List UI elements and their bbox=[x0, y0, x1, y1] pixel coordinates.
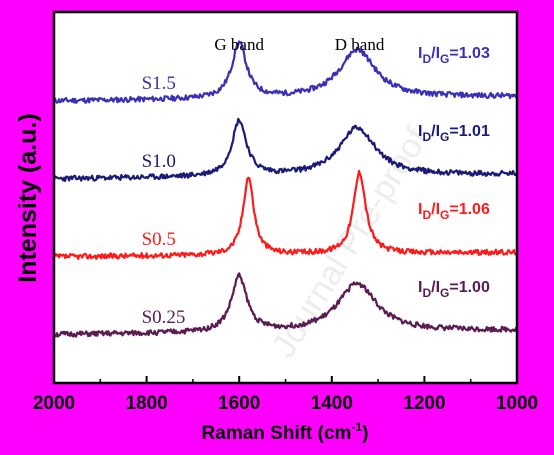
series-line-S1_0 bbox=[52, 117, 518, 182]
series-label: S0.5 bbox=[142, 229, 176, 250]
x-tick-label: 2000 bbox=[33, 393, 75, 414]
band-label: G band bbox=[214, 35, 264, 54]
series-line-S1_5 bbox=[53, 40, 518, 104]
x-axis-label-main: Raman Shift (cm bbox=[202, 423, 352, 444]
x-axis-label: Raman Shift (cm-1) bbox=[202, 420, 369, 444]
x-tick-label: 1400 bbox=[311, 393, 353, 414]
intensity-ratio-label: ID/IG=1.06 bbox=[418, 201, 490, 222]
x-axis: 2000 1800 1600 1400 1200 1000 bbox=[33, 376, 538, 414]
intensity-ratio-label: ID/IG=1.00 bbox=[418, 279, 490, 300]
series-label: S1.5 bbox=[142, 73, 176, 94]
series-layer bbox=[52, 40, 519, 338]
series-line-S0_25 bbox=[53, 272, 519, 338]
x-tick-label: 1800 bbox=[125, 393, 167, 414]
x-tick-label: 1600 bbox=[218, 393, 260, 414]
series-label: S0.25 bbox=[142, 307, 186, 328]
x-axis-label-sup: -1 bbox=[351, 420, 362, 434]
x-tick-label: 1000 bbox=[496, 393, 538, 414]
plot-area bbox=[54, 12, 517, 383]
intensity-ratio-label: ID/IG=1.01 bbox=[418, 123, 490, 144]
x-tick-label: 1200 bbox=[403, 393, 445, 414]
intensity-ratio-label: ID/IG=1.03 bbox=[418, 45, 490, 66]
y-axis-label: Intensity (a.u.) bbox=[14, 113, 42, 282]
series-label: S1.0 bbox=[142, 151, 176, 172]
series-line-S0_5 bbox=[53, 169, 518, 260]
band-label: D band bbox=[335, 35, 385, 54]
x-axis-label-end: ) bbox=[362, 423, 368, 444]
annotation-layer: S1.5 ID/IG=1.03 S1.0 ID/IG=1.01 S0.5 ID/IG=1.… bbox=[142, 35, 490, 328]
